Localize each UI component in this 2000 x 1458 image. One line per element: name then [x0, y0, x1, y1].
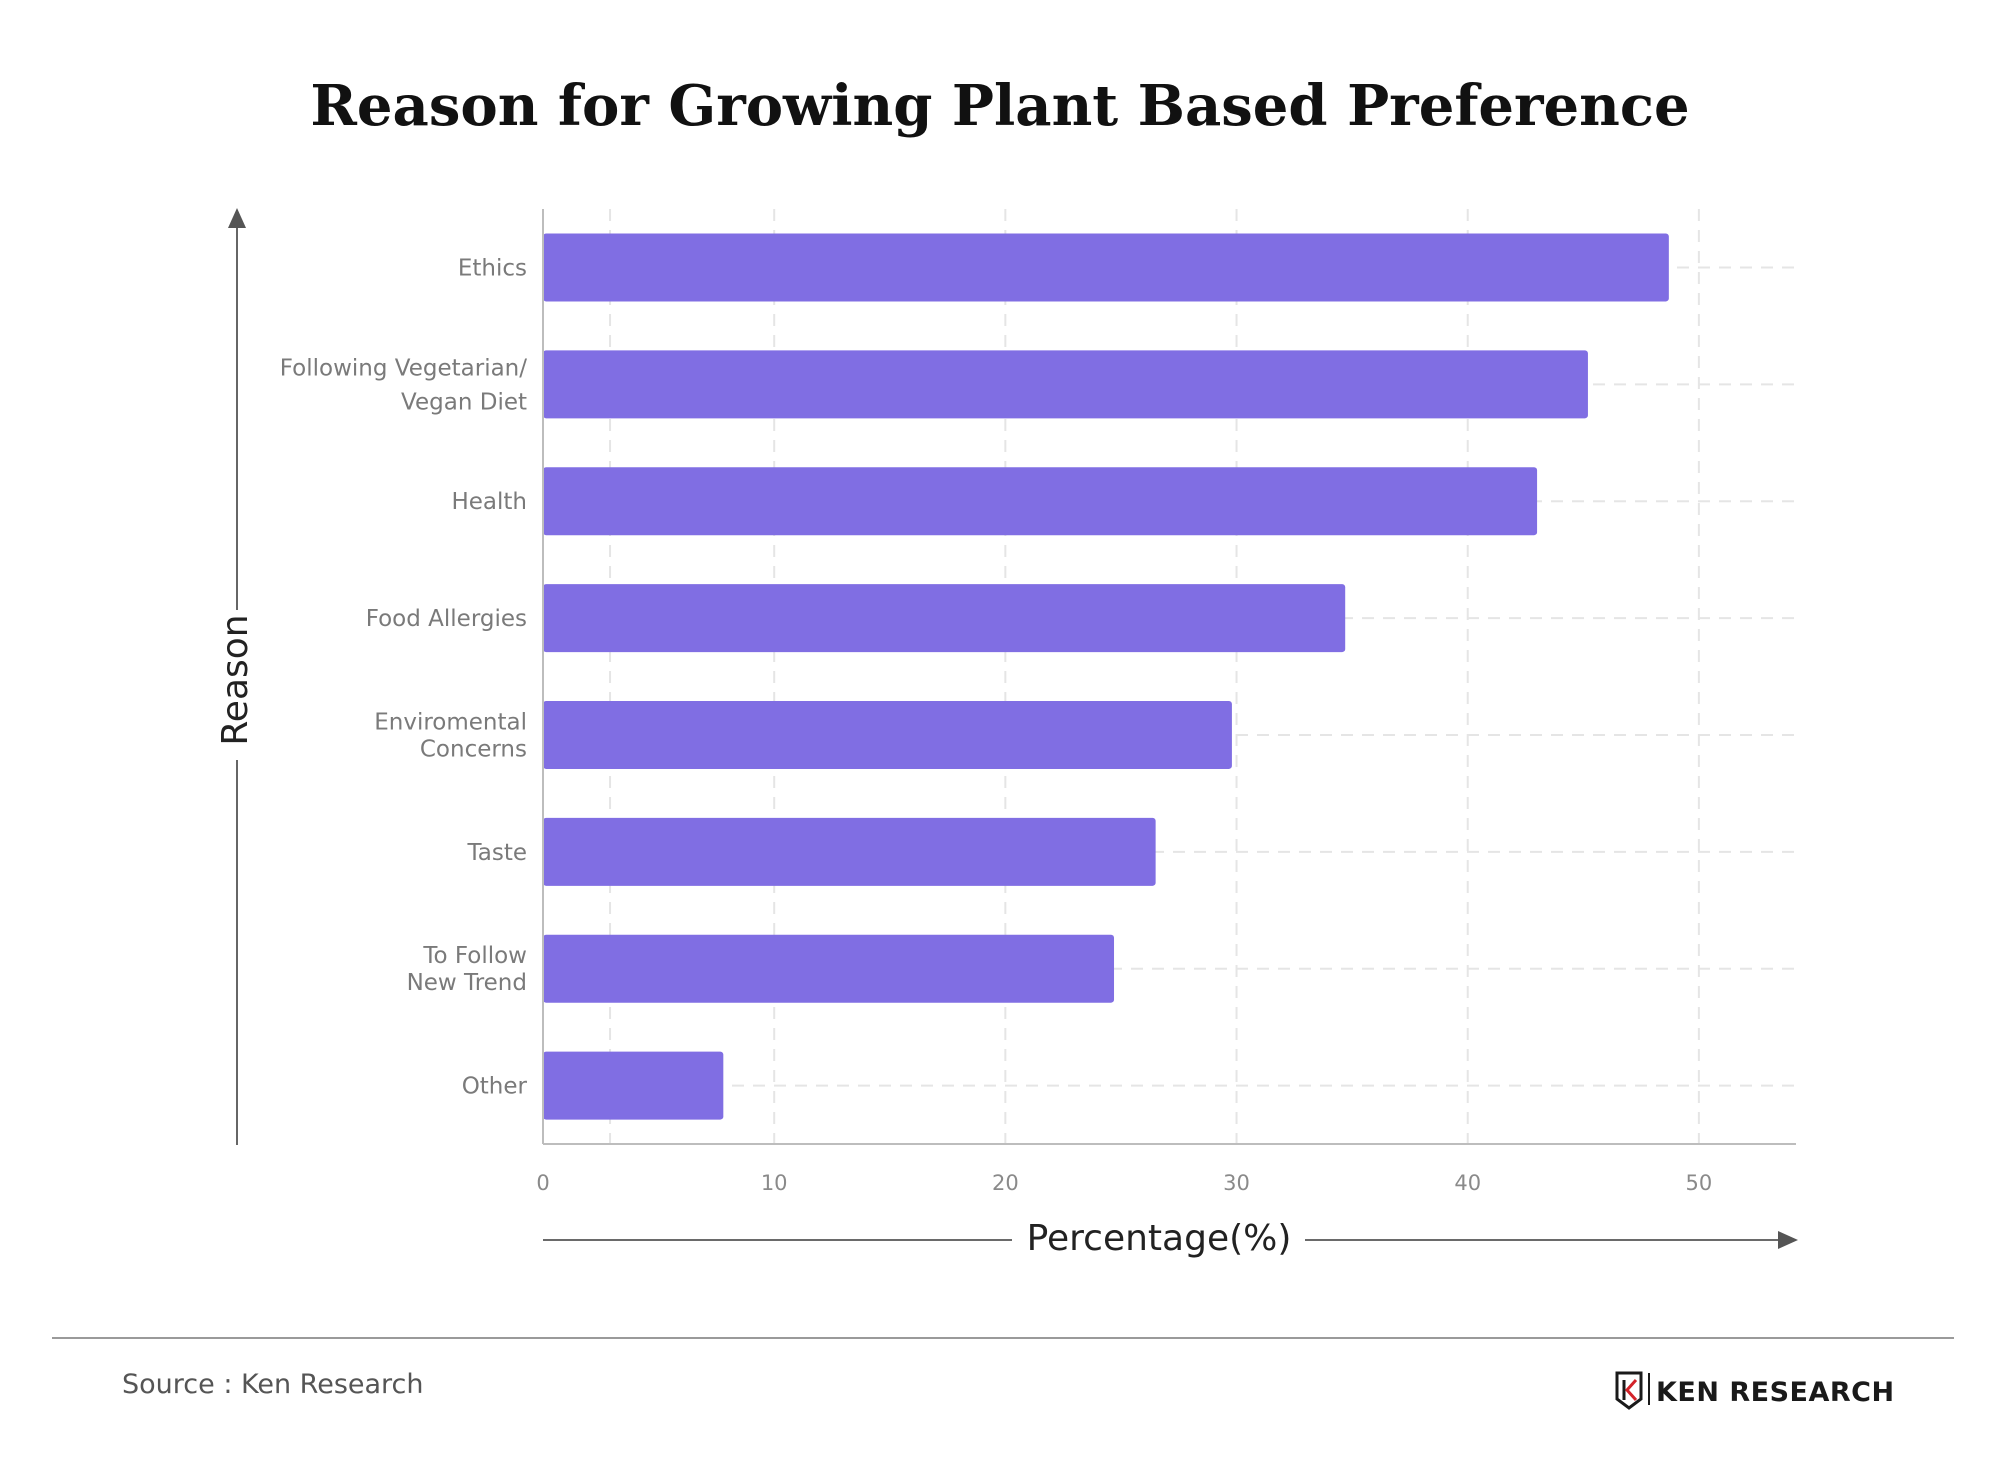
chart-title: Reason for Growing Plant Based Preferenc… [310, 73, 1689, 139]
x-tick-labels: 0 10 20 30 40 50 [536, 1171, 1712, 1195]
arrow-up-icon [228, 208, 246, 228]
bar [543, 700, 1232, 769]
category-label: Following Vegetarian/ [280, 355, 528, 381]
category-labels: Ethics Following Vegetarian/Vegan Diet Hea… [280, 255, 528, 1099]
x-tick-label: 50 [1686, 1171, 1713, 1195]
x-tick-label: 20 [992, 1171, 1019, 1195]
ken-research-logo-icon [1615, 1371, 1650, 1410]
bar [543, 584, 1346, 653]
grid-lines [543, 209, 1796, 1144]
x-axis-arrow [543, 1231, 1798, 1249]
category-label: Food Allergies [366, 606, 527, 632]
category-label: Other [462, 1074, 528, 1100]
bar [543, 934, 1115, 1003]
bar [543, 233, 1669, 302]
x-tick-label: 30 [1223, 1171, 1250, 1195]
category-label: Concerns [420, 736, 527, 762]
category-label: Taste [467, 840, 528, 866]
source-text: Source : Ken Research [122, 1369, 424, 1400]
bar [543, 817, 1156, 886]
bar [543, 1051, 724, 1120]
x-tick-label: 0 [536, 1171, 549, 1195]
x-tick-label: 40 [1454, 1171, 1481, 1195]
bar [543, 467, 1538, 536]
logo-text: KEN RESEARCH [1656, 1377, 1895, 1408]
category-label: New Trend [407, 970, 527, 996]
bar [543, 350, 1588, 419]
ken-research-logo: KEN RESEARCH [1615, 1371, 1895, 1410]
x-tick-label: 10 [761, 1171, 788, 1195]
arrow-right-icon [1778, 1231, 1798, 1249]
y-axis-arrow [228, 208, 246, 1145]
category-label: Enviromental [374, 709, 527, 735]
bars [543, 233, 1669, 1120]
category-label: To Follow [422, 943, 527, 969]
x-axis-title: Percentage(%) [1027, 1218, 1292, 1259]
category-label: Ethics [458, 255, 527, 281]
category-label: Vegan Diet [401, 389, 527, 415]
y-axis-title: Reason [215, 614, 256, 745]
category-label: Health [451, 489, 527, 515]
